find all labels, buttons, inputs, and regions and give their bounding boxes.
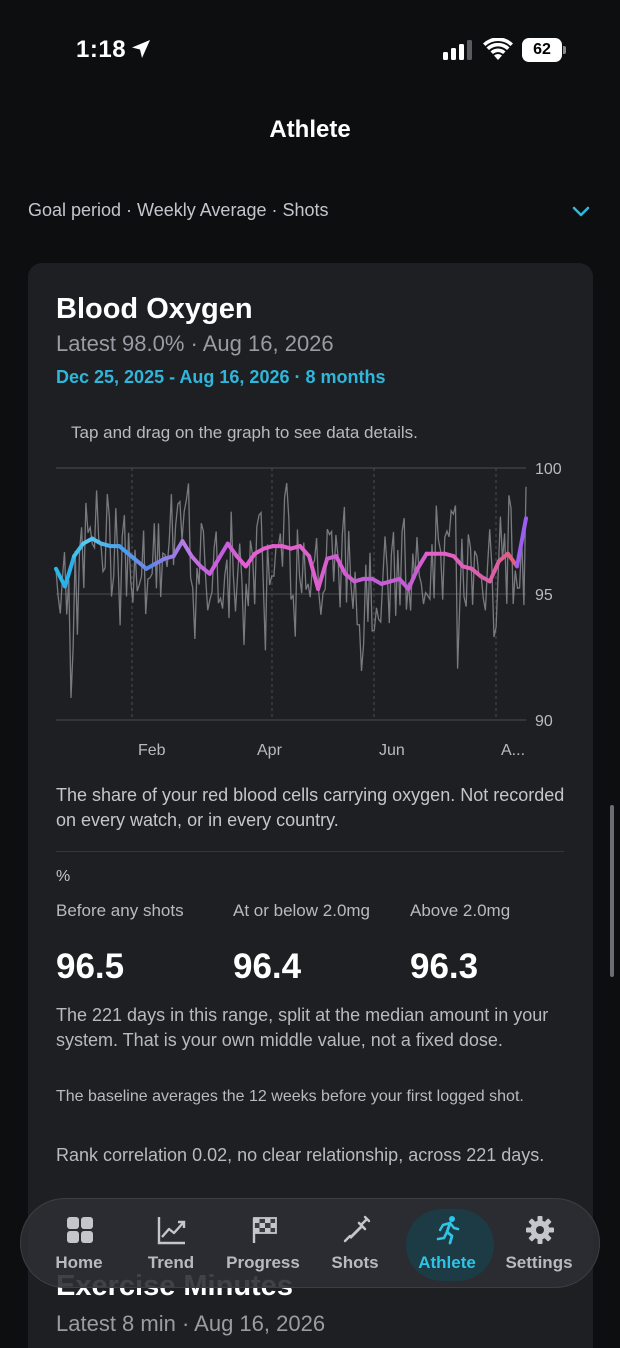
y-tick-label: 90 <box>535 713 553 730</box>
tab-home-label: Home <box>55 1253 103 1272</box>
weekly-average-segment <box>415 551 429 571</box>
blood-oxygen-card: Blood Oxygen Latest 98.0% · Aug 16, 2026… <box>28 263 593 1348</box>
y-tick-label: 100 <box>535 461 562 478</box>
column-label-above: Above 2.0mg <box>410 901 511 920</box>
correlation-note: Rank correlation 0.02, no clear relation… <box>56 1145 545 1165</box>
baseline-note: The baseline averages the 12 weeks befor… <box>56 1088 524 1105</box>
battery-nub <box>563 46 566 54</box>
card-title: Blood Oxygen <box>56 293 253 325</box>
chevron-down-icon[interactable] <box>570 202 592 220</box>
weekly-average-segment <box>207 556 221 576</box>
weekly-average-segment <box>243 551 257 569</box>
tab-settings[interactable]: Settings <box>493 1199 585 1289</box>
weekly-average-segment <box>171 539 185 559</box>
gear-icon <box>526 1216 554 1244</box>
column-label-before-shots: Before any shots <box>56 901 184 920</box>
status-time: 1:18 <box>76 36 127 63</box>
value-above: 96.3 <box>410 947 479 986</box>
weekly-average-segment <box>54 566 67 589</box>
weekly-average-segment <box>180 539 194 559</box>
tab-settings-label: Settings <box>505 1253 573 1272</box>
tab-shots[interactable]: Shots <box>309 1199 401 1289</box>
x-tick-label: A... <box>501 742 525 759</box>
value-at-or-below: 96.4 <box>233 947 302 986</box>
weekly-average-segment <box>515 516 528 569</box>
tab-athlete[interactable]: Athlete <box>401 1199 493 1289</box>
weekly-average-segment <box>451 554 465 569</box>
weekly-average-segment <box>316 556 330 591</box>
page-title: Athlete <box>269 116 351 143</box>
divider <box>56 851 564 852</box>
grid-icon <box>67 1217 93 1243</box>
weekly-average-segment <box>298 544 312 559</box>
goal-period-selector[interactable]: Goal period · Weekly Average · Shots <box>28 200 592 224</box>
date-range[interactable]: Dec 25, 2025 - Aug 16, 2026 · 8 months <box>56 367 386 387</box>
status-bar: 1:18 62 <box>0 0 620 100</box>
tab-trend[interactable]: Trend <box>125 1199 217 1289</box>
tab-athlete-label: Athlete <box>418 1253 476 1272</box>
split-explanation: The 221 days in this range, split at the… <box>56 1005 549 1050</box>
tab-progress[interactable]: Progress <box>217 1199 309 1289</box>
tab-trend-label: Trend <box>147 1253 195 1272</box>
tab-progress-label: Progress <box>226 1253 300 1272</box>
battery-indicator: 62 <box>522 38 566 62</box>
weekly-average-segment <box>487 559 501 584</box>
column-label-at-or-below: At or below 2.0mg <box>233 901 371 920</box>
weekly-average-segment <box>334 554 348 576</box>
value-before-shots: 96.5 <box>56 947 125 986</box>
weekly-average-segment <box>216 541 230 561</box>
weekly-average-segment <box>234 554 248 569</box>
runner-icon <box>436 1216 460 1245</box>
weekly-average-segment <box>225 541 239 559</box>
flag-icon <box>252 1217 277 1243</box>
weekly-average-segment <box>63 554 77 589</box>
chart-hint: Tap and drag on the graph to see data de… <box>71 423 418 442</box>
chart-icon <box>157 1217 186 1245</box>
battery-level: 62 <box>522 38 562 62</box>
goal-period-label: Goal period · Weekly Average · Shots <box>28 200 329 220</box>
weekly-average-segment <box>189 554 203 569</box>
y-tick-label: 95 <box>535 587 553 604</box>
location-arrow-icon <box>132 40 150 58</box>
latest-reading: Latest 98.0% · Aug 16, 2026 <box>56 331 334 356</box>
syringe-icon <box>343 1215 371 1243</box>
x-tick-label: Apr <box>257 742 283 759</box>
tab-home[interactable]: Home <box>33 1199 125 1289</box>
tab-shots-label: Shots <box>331 1253 379 1272</box>
scroll-indicator[interactable] <box>610 805 614 977</box>
weekly-average-segment <box>406 566 420 591</box>
x-tick-label: Feb <box>138 742 166 759</box>
tab-bar: Home Trend Progress Shots <box>20 1198 600 1288</box>
blood-oxygen-chart[interactable]: 100 95 90 Feb Apr Jun A... <box>28 453 593 763</box>
exercise-minutes-latest: Latest 8 min · Aug 16, 2026 <box>56 1311 326 1336</box>
metric-description: The share of your red blood cells carryi… <box>56 785 565 830</box>
unit-label: % <box>56 868 71 885</box>
wifi-icon <box>483 38 513 60</box>
weekly-average-segment <box>397 576 411 591</box>
x-tick-label: Jun <box>379 742 405 759</box>
weekly-average-segment <box>307 554 321 591</box>
cellular-signal-icon <box>443 40 472 60</box>
weekly-average-segment <box>72 541 86 559</box>
daily-trace <box>55 483 527 698</box>
